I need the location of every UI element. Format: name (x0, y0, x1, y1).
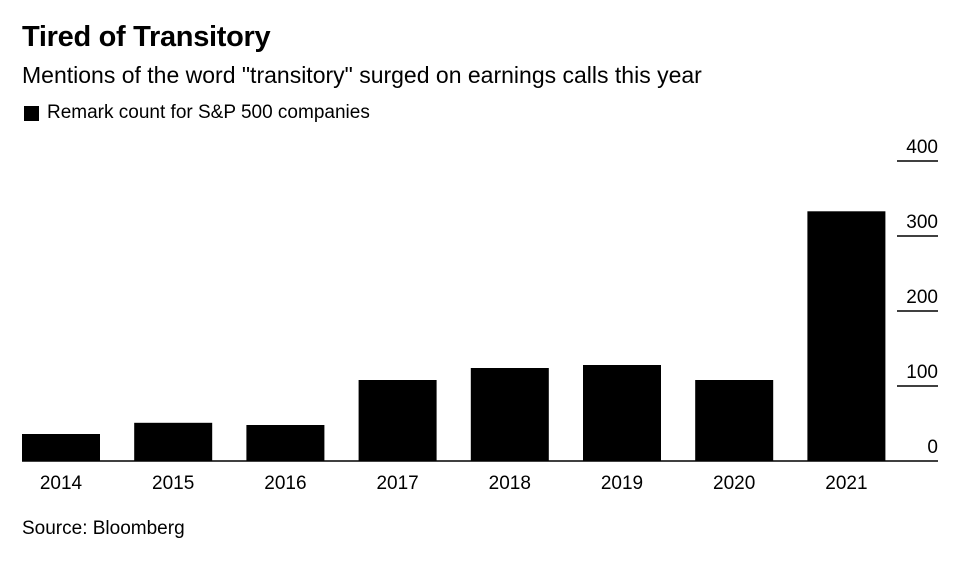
bar-2018 (470, 368, 549, 461)
x-tick-label: 2016 (264, 473, 306, 494)
source-note: Source: Bloomberg (22, 518, 185, 539)
bar-2019 (583, 365, 661, 461)
x-tick-label: 2019 (601, 473, 643, 494)
legend-swatch (24, 105, 39, 121)
bar-2015 (134, 422, 213, 462)
x-tick-label: 2018 (489, 473, 531, 494)
y-tick-label: 400 (906, 137, 938, 158)
y-tick-label: 0 (927, 437, 938, 458)
bar-2021 (807, 211, 886, 462)
bars (22, 211, 886, 462)
x-tick-label: 2017 (376, 473, 418, 494)
y-tick-label: 200 (906, 287, 938, 308)
x-tick-label: 2020 (713, 473, 755, 494)
y-tick-label: 100 (906, 362, 938, 383)
chart-title: Tired of Transitory (22, 21, 271, 53)
bar-2017 (358, 380, 437, 461)
x-axis: 2014 2015 2016 2017 2018 2019 2020 2021 (22, 460, 938, 494)
bar-2014 (22, 434, 100, 461)
bar-2016 (246, 425, 325, 461)
x-tick-label: 2014 (40, 473, 83, 494)
legend: Remark count for S&P 500 companies (24, 102, 370, 125)
y-tick-label: 300 (906, 212, 938, 233)
x-tick-label: 2021 (825, 473, 867, 494)
chart-subtitle: Mentions of the word "transitory" surged… (22, 62, 702, 88)
bar-2020 (695, 380, 774, 461)
legend-label: Remark count for S&P 500 companies (47, 102, 370, 123)
x-tick-label: 2015 (152, 473, 194, 494)
y-axis: 0 100 200 300 400 (897, 137, 938, 458)
